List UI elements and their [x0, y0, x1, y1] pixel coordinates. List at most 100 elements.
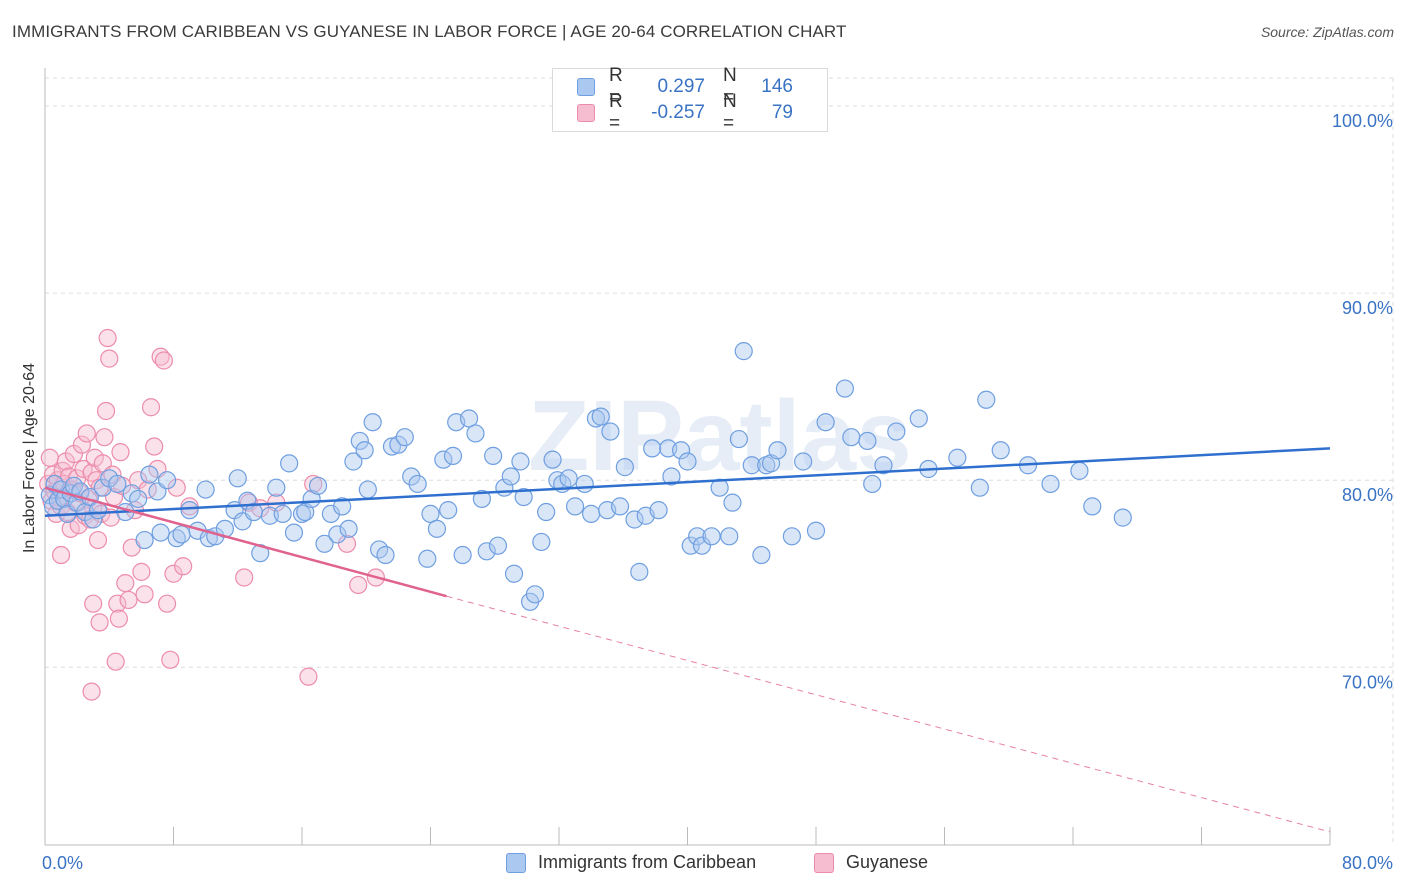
data-point-caribbean [376, 545, 395, 565]
data-point-caribbean [863, 474, 882, 494]
data-point-guyanese [98, 328, 117, 348]
data-point-guyanese [141, 398, 161, 417]
legend-label-guyanese: Guyanese [846, 852, 929, 872]
legend-swatch-guyanese [814, 852, 834, 873]
legend-swatch-guyanese [577, 104, 595, 122]
legend-n-label: N = [723, 65, 737, 108]
y-axis-label: In Labor Force | Age 20-64 [21, 363, 38, 553]
data-point-caribbean [402, 467, 421, 486]
data-point-caribbean [363, 413, 382, 432]
data-point-caribbean [688, 527, 707, 546]
data-point-guyanese [77, 424, 96, 443]
data-point-caribbean [559, 469, 578, 488]
data-point-caribbean [344, 452, 363, 471]
data-point-caribbean [752, 545, 771, 565]
data-point-guyanese [40, 448, 59, 467]
data-point-caribbean [816, 413, 835, 432]
data-point-caribbean [459, 409, 479, 428]
data-point-caribbean [625, 510, 644, 529]
chart-title: IMMIGRANTS FROM CARIBBEAN VS GUYANESE IN… [12, 22, 847, 41]
data-point-caribbean [358, 480, 377, 499]
data-point-caribbean [514, 487, 533, 507]
data-point-caribbean [794, 452, 813, 471]
data-point-caribbean [1113, 508, 1132, 527]
data-point-guyanese [116, 573, 135, 593]
data-point-guyanese [337, 534, 357, 553]
data-point-caribbean [734, 342, 753, 361]
data-point-caribbean [355, 441, 374, 460]
data-point-guyanese [132, 562, 151, 581]
legend-r-label: R = [609, 91, 623, 134]
legend-swatch-caribbean [577, 78, 595, 96]
data-point-caribbean [537, 502, 556, 522]
trend-line-guyanese [44, 486, 447, 598]
y-tick-label: 80.0% [1342, 485, 1393, 505]
data-point-caribbean [180, 501, 199, 520]
data-point-caribbean [273, 504, 292, 523]
data-point-caribbean [434, 450, 453, 469]
data-point-guyanese [119, 590, 138, 610]
data-point-caribbean [339, 519, 358, 538]
data-point-caribbean [582, 504, 601, 523]
trend-lines [44, 447, 1331, 833]
data-point-caribbean [643, 439, 662, 458]
data-point-caribbean [157, 471, 177, 490]
data-point-caribbean [723, 493, 742, 512]
legend-r-label: R = [609, 65, 623, 108]
data-point-guyanese [164, 564, 183, 583]
data-point-caribbean [575, 474, 594, 494]
legend-label-caribbean: Immigrants from Caribbean [538, 852, 757, 872]
data-point-caribbean [267, 478, 286, 497]
legend-n-label: N = [723, 91, 737, 134]
data-point-caribbean [389, 435, 408, 454]
data-point-caribbean [315, 534, 334, 553]
data-point-caribbean [84, 510, 103, 529]
data-point-caribbean [1070, 461, 1089, 480]
data-point-caribbean [296, 502, 315, 522]
data-point-caribbean [333, 497, 352, 516]
trend-line-guyanese-extension [446, 595, 1331, 833]
data-point-guyanese [145, 437, 164, 456]
legend-row-guyanese: R = -0.257 N = 79 [577, 91, 793, 134]
legend-row-caribbean: R = 0.297 N = 146 [577, 65, 793, 108]
data-point-guyanese [174, 557, 193, 576]
data-point-guyanese [235, 568, 254, 587]
data-point-caribbean [350, 431, 369, 451]
data-point-caribbean [484, 446, 503, 465]
data-point-caribbean [427, 519, 447, 538]
data-point-caribbean [172, 525, 191, 544]
series-legend: Immigrants from Caribbean Guyanese [0, 852, 1406, 876]
data-point-caribbean [395, 428, 414, 447]
data-point-caribbean [729, 429, 749, 449]
data-point-caribbean [443, 446, 463, 465]
data-point-caribbean [108, 474, 127, 494]
data-point-guyanese [51, 545, 71, 565]
data-point-caribbean [135, 530, 154, 550]
data-point-guyanese [161, 650, 180, 669]
data-point-caribbean [742, 456, 761, 475]
data-point-caribbean [284, 523, 304, 542]
data-point-caribbean [504, 564, 524, 583]
data-point-guyanese [100, 349, 119, 368]
data-point-caribbean [887, 422, 906, 441]
data-point-guyanese [299, 667, 318, 686]
data-point-caribbean [532, 532, 551, 552]
data-point-caribbean [782, 527, 802, 546]
legend-swatch-caribbean [506, 852, 526, 873]
data-point-caribbean [280, 454, 299, 473]
data-point-caribbean [615, 458, 634, 477]
data-point-caribbean [948, 448, 967, 467]
data-point-caribbean [991, 441, 1010, 460]
data-point-caribbean [1041, 474, 1060, 494]
data-point-caribbean [140, 465, 159, 484]
data-point-guyanese [84, 594, 103, 613]
data-point-guyanese [157, 594, 177, 613]
data-point-caribbean [292, 504, 312, 523]
data-point-caribbean [842, 428, 861, 447]
data-point-guyanese [154, 351, 173, 370]
data-point-caribbean [477, 542, 496, 561]
data-point-caribbean [720, 527, 739, 546]
data-point-caribbean [196, 480, 215, 499]
data-point-caribbean [806, 521, 826, 540]
data-point-caribbean [308, 476, 328, 495]
